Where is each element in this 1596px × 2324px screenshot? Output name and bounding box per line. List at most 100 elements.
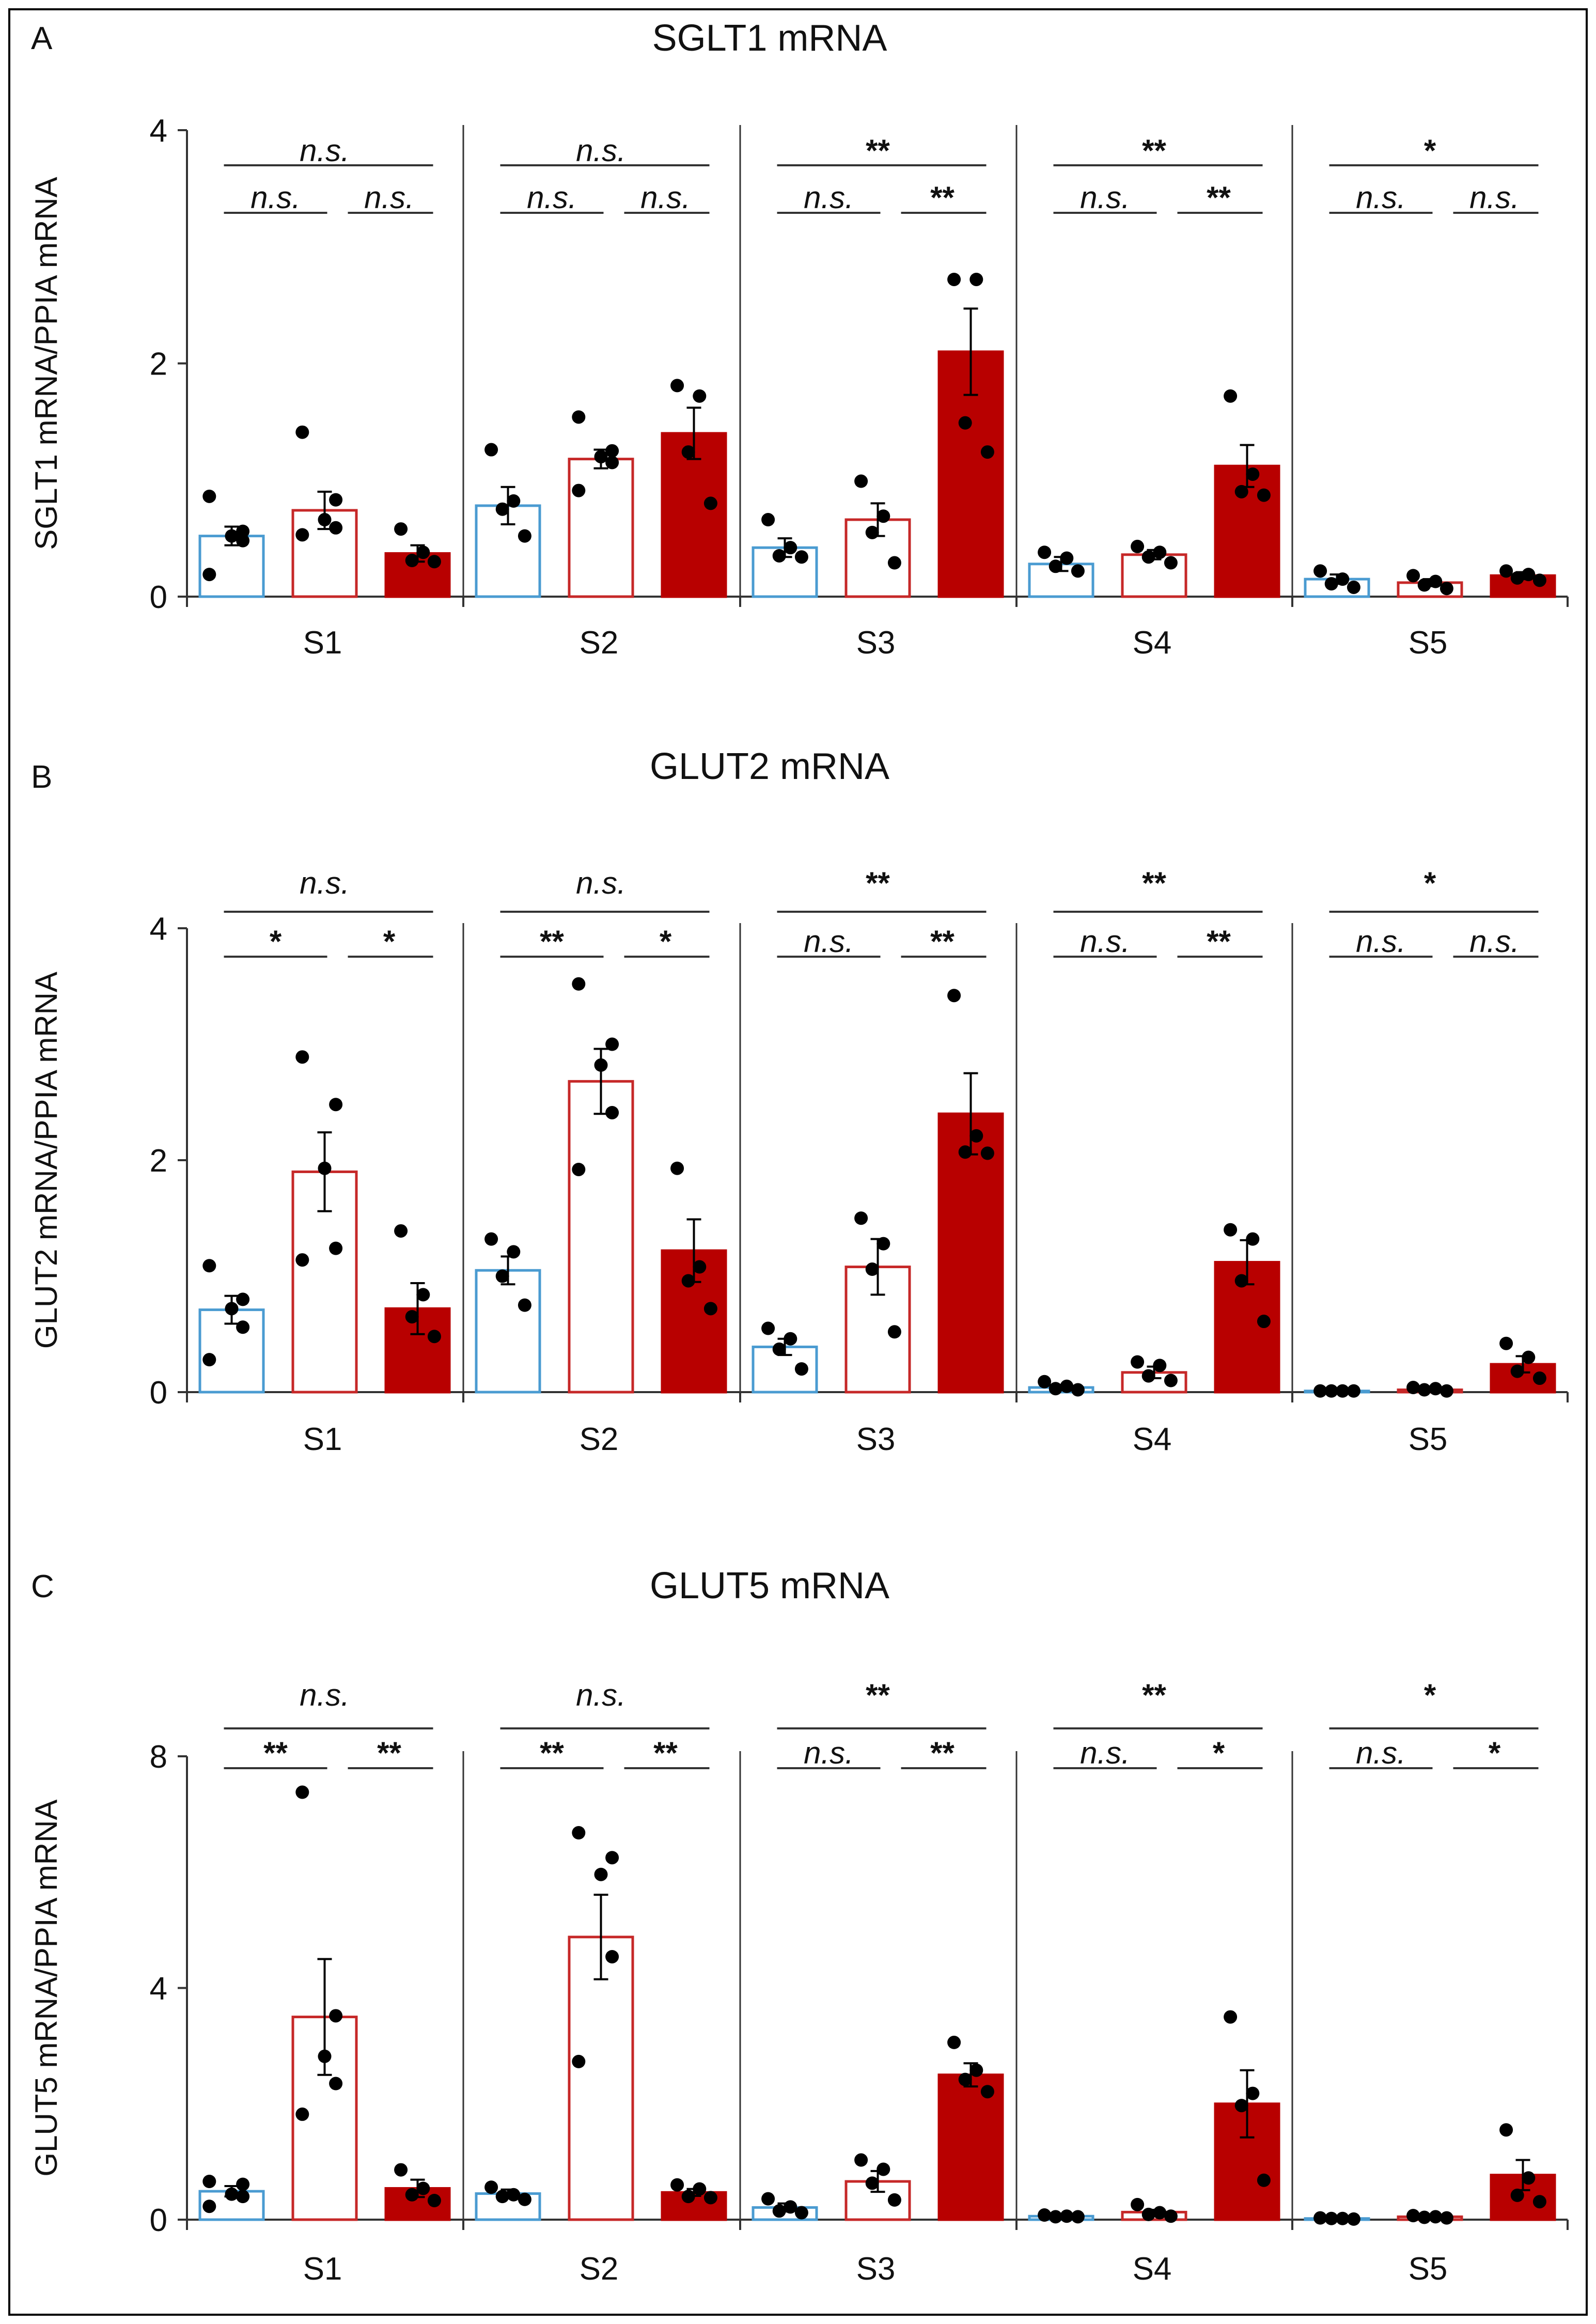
data-point [202, 2200, 216, 2213]
data-point [670, 1161, 684, 1175]
sig-label-left: ** [263, 1736, 288, 1770]
data-point [947, 989, 961, 1003]
data-point [980, 2085, 994, 2099]
data-point [416, 545, 430, 559]
group-s4: S4 ** n.s. * [1028, 1678, 1280, 2287]
data-point [784, 1332, 797, 1346]
data-point [703, 496, 717, 510]
sig-label-overall: n.s. [300, 866, 350, 900]
bar-open-red [568, 1080, 634, 1394]
data-point [670, 379, 684, 393]
group-s1: S1 n.s. * * [198, 866, 451, 1457]
data-point [1164, 2209, 1178, 2223]
data-point [484, 443, 498, 457]
x-tick-label: S5 [1409, 625, 1448, 661]
data-point [703, 2191, 717, 2205]
data-point [572, 2054, 586, 2068]
data-point [484, 1232, 498, 1246]
data-point [1439, 2211, 1453, 2225]
data-point [495, 502, 509, 516]
data-point [495, 2190, 509, 2204]
data-point [693, 1260, 707, 1274]
group-s3: S3 ** n.s. ** [752, 1678, 1004, 2287]
data-point [1153, 1359, 1167, 1372]
data-point [318, 513, 332, 527]
data-point [295, 1785, 309, 1799]
data-point [877, 2162, 890, 2176]
data-point [1141, 550, 1155, 564]
group-s1: S1 n.s. n.s. n.s. [198, 133, 451, 661]
data-point [670, 2178, 684, 2192]
data-point [784, 541, 797, 555]
data-point [507, 1245, 521, 1259]
bar-open-blue [475, 1269, 541, 1394]
data-point [572, 1162, 586, 1176]
data-point [1257, 488, 1271, 502]
data-point [236, 2177, 250, 2191]
group-s4: S4 ** n.s. ** [1028, 866, 1280, 1457]
data-point [1131, 1355, 1145, 1369]
data-point [329, 2009, 343, 2023]
data-point [394, 522, 408, 536]
data-point [772, 2204, 786, 2218]
sig-label-left: ** [540, 1736, 564, 1770]
data-point [1347, 1384, 1360, 1398]
data-point [761, 513, 775, 527]
data-point [1417, 1383, 1431, 1397]
panel-c: C GLUT5 mRNA GLUT5 mRNA/PPIA mRNA 0 4 8 S1 n.s.… [29, 1565, 1569, 2287]
data-point [236, 2190, 250, 2204]
data-point [887, 556, 901, 570]
data-point [1060, 2209, 1074, 2223]
data-point [1406, 2209, 1420, 2223]
data-point [681, 2190, 695, 2204]
data-point [225, 2187, 239, 2201]
data-point [1313, 564, 1327, 578]
data-point [605, 1851, 619, 1865]
data-point [295, 2107, 309, 2121]
data-point [1313, 1384, 1327, 1398]
x-tick-label: S3 [856, 1422, 896, 1457]
panel-title: GLUT2 mRNA [650, 746, 889, 787]
data-point [1429, 1382, 1443, 1396]
data-point [1324, 577, 1338, 591]
y-tick-label: 0 [150, 1375, 167, 1411]
y-tick-label: 4 [150, 911, 167, 947]
y-tick-label: 2 [150, 1143, 167, 1179]
data-point [594, 1058, 608, 1072]
sig-label-left: n.s. [251, 180, 301, 215]
data-point [605, 1037, 619, 1051]
x-tick-label: S5 [1409, 2251, 1448, 2287]
x-tick-label: S5 [1409, 1422, 1448, 1457]
data-point [794, 550, 808, 564]
data-point [681, 445, 695, 459]
sig-label-overall: * [1424, 866, 1436, 900]
panel-letter: C [31, 1569, 54, 1604]
data-point [693, 389, 707, 403]
group-s2: S2 n.s. n.s. n.s. [475, 133, 727, 661]
data-point [1522, 568, 1536, 582]
data-point [495, 1269, 509, 1283]
y-tick-label: 4 [150, 113, 167, 149]
data-point [394, 2163, 408, 2177]
data-point [405, 554, 419, 568]
data-point [865, 1262, 879, 1276]
data-point [1060, 551, 1074, 565]
data-point [572, 483, 586, 497]
sig-label-overall: ** [866, 1678, 890, 1712]
sig-label-right: n.s. [364, 180, 414, 215]
panel-title: GLUT5 mRNA [650, 1565, 889, 1606]
data-point [794, 1362, 808, 1376]
data-point [405, 1310, 419, 1324]
data-point [772, 549, 786, 563]
sig-label-left: n.s. [1080, 924, 1130, 959]
data-point [1336, 572, 1350, 586]
sig-label-left: n.s. [1080, 180, 1130, 215]
sig-label-overall: ** [866, 866, 890, 900]
sig-label-right: * [1489, 1736, 1501, 1770]
bar-filled-red [937, 2073, 1004, 2221]
sig-label-overall: ** [1142, 133, 1166, 168]
data-point [1532, 1371, 1546, 1385]
data-point [1336, 1384, 1350, 1398]
data-point [202, 1353, 216, 1367]
data-point [329, 521, 343, 535]
